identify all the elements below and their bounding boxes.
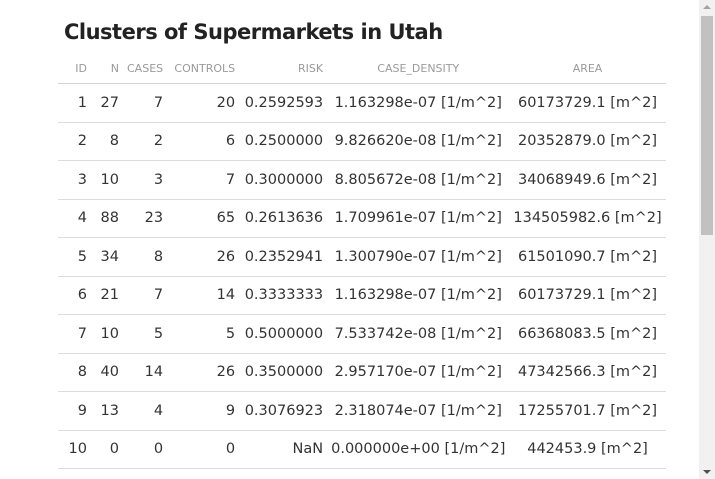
cell-area: 66368083.5 [m^2] bbox=[509, 314, 666, 354]
cell-controls: 9 bbox=[167, 391, 240, 431]
cell-risk: 0.3333333 bbox=[239, 276, 328, 315]
cell-controls: 0 bbox=[167, 430, 240, 469]
cell-case-density: 1.709961e-07 [1/m^2] bbox=[327, 199, 510, 238]
cell-n: 10 bbox=[91, 314, 123, 354]
triangle-down-icon bbox=[703, 470, 711, 474]
cell-n: 8 bbox=[91, 122, 123, 161]
cell-cases: 7 bbox=[123, 276, 168, 315]
cell-id: 9 bbox=[58, 391, 91, 431]
cell-controls: 7 bbox=[167, 160, 240, 200]
cell-id: 7 bbox=[58, 314, 91, 354]
cell-risk: 0.5000000 bbox=[239, 314, 328, 354]
cell-area: 34068949.6 [m^2] bbox=[509, 160, 666, 200]
cell-n: 10 bbox=[91, 160, 123, 200]
cell-risk: 0.2592593 bbox=[239, 83, 328, 123]
cell-area: 61501090.7 [m^2] bbox=[509, 237, 666, 277]
header-case-density: CASE_DENSITY bbox=[327, 54, 510, 84]
header-row: ID N CASES CONTROLS RISK CASE_DENSITY AR… bbox=[58, 54, 666, 84]
header-risk: RISK bbox=[239, 54, 328, 84]
cell-controls: 5 bbox=[167, 314, 240, 354]
header-id: ID bbox=[58, 54, 91, 84]
cell-n: 13 bbox=[91, 391, 123, 431]
cell-case-density: 1.300790e-07 [1/m^2] bbox=[327, 237, 510, 277]
cell-id: 5 bbox=[58, 237, 91, 277]
cell-id: 3 bbox=[58, 160, 91, 200]
cell-n: 27 bbox=[91, 83, 123, 123]
cell-cases: 7 bbox=[123, 83, 168, 123]
cell-cases: 3 bbox=[123, 160, 168, 200]
header-n: N bbox=[91, 54, 123, 84]
cell-cases: 23 bbox=[123, 199, 168, 238]
cell-id: 2 bbox=[58, 122, 91, 161]
cell-n: 0 bbox=[91, 430, 123, 469]
cell-controls: 26 bbox=[167, 353, 240, 392]
cell-n: 21 bbox=[91, 276, 123, 315]
page-content: Clusters of Supermarkets in Utah ID N CA… bbox=[58, 20, 666, 469]
table-row: 1 27 7 20 0.2592593 1.163298e-07 [1/m^2] 60173… bbox=[58, 83, 666, 123]
cell-area: 134505982.6 [m^2] bbox=[509, 199, 666, 238]
vertical-scrollbar[interactable] bbox=[699, 0, 715, 479]
cell-area: 442453.9 [m^2] bbox=[509, 430, 666, 469]
table-row: 5 34 8 26 0.2352941 1.300790e-07 [1/m^2] 61501… bbox=[58, 237, 666, 277]
clusters-table: ID N CASES CONTROLS RISK CASE_DENSITY AR… bbox=[58, 54, 666, 469]
cell-cases: 4 bbox=[123, 391, 168, 431]
cell-n: 34 bbox=[91, 237, 123, 277]
cell-area: 17255701.7 [m^2] bbox=[509, 391, 666, 431]
table-row: 10 0 0 0 NaN 0.000000e+00 [1/m^2] 442453.9 [m^… bbox=[58, 430, 666, 469]
table-row: 6 21 7 14 0.3333333 1.163298e-07 [1/m^2] 60173… bbox=[58, 276, 666, 315]
table-body: 1 27 7 20 0.2592593 1.163298e-07 [1/m^2] 60173… bbox=[58, 83, 666, 469]
cell-cases: 2 bbox=[123, 122, 168, 161]
cell-cases: 0 bbox=[123, 430, 168, 469]
cell-risk: 0.2500000 bbox=[239, 122, 328, 161]
cell-cases: 8 bbox=[123, 237, 168, 277]
cell-case-density: 2.318074e-07 [1/m^2] bbox=[327, 391, 510, 431]
table-row: 7 10 5 5 0.5000000 7.533742e-08 [1/m^2] 663680… bbox=[58, 314, 666, 354]
cell-id: 10 bbox=[58, 430, 91, 469]
cell-case-density: 2.957170e-07 [1/m^2] bbox=[327, 353, 510, 392]
cell-id: 8 bbox=[58, 353, 91, 392]
table-row: 3 10 3 7 0.3000000 8.805672e-08 [1/m^2] 340689… bbox=[58, 160, 666, 200]
scrollbar-thumb[interactable] bbox=[701, 16, 713, 235]
cell-id: 6 bbox=[58, 276, 91, 315]
table-row: 4 88 23 65 0.2613636 1.709961e-07 [1/m^2] 1345… bbox=[58, 199, 666, 238]
cell-id: 4 bbox=[58, 199, 91, 238]
cell-risk: 0.3500000 bbox=[239, 353, 328, 392]
cell-n: 88 bbox=[91, 199, 123, 238]
cell-id: 1 bbox=[58, 83, 91, 123]
cell-controls: 20 bbox=[167, 83, 240, 123]
cell-controls: 6 bbox=[167, 122, 240, 161]
cell-cases: 14 bbox=[123, 353, 168, 392]
header-area: AREA bbox=[509, 54, 666, 84]
header-controls: CONTROLS bbox=[167, 54, 240, 84]
cell-controls: 65 bbox=[167, 199, 240, 238]
scroll-up-button[interactable] bbox=[699, 0, 715, 14]
cell-case-density: 7.533742e-08 [1/m^2] bbox=[327, 314, 510, 354]
cell-controls: 14 bbox=[167, 276, 240, 315]
table-header: ID N CASES CONTROLS RISK CASE_DENSITY AR… bbox=[58, 54, 666, 84]
cell-controls: 26 bbox=[167, 237, 240, 277]
cell-risk: 0.3076923 bbox=[239, 391, 328, 431]
cell-area: 47342566.3 [m^2] bbox=[509, 353, 666, 392]
cell-case-density: 8.805672e-08 [1/m^2] bbox=[327, 160, 510, 200]
cell-area: 60173729.1 [m^2] bbox=[509, 83, 666, 123]
cell-case-density: 1.163298e-07 [1/m^2] bbox=[327, 276, 510, 315]
scroll-down-button[interactable] bbox=[699, 465, 715, 479]
cell-cases: 5 bbox=[123, 314, 168, 354]
triangle-up-icon bbox=[703, 5, 711, 9]
cell-case-density: 1.163298e-07 [1/m^2] bbox=[327, 83, 510, 123]
cell-risk: 0.2352941 bbox=[239, 237, 328, 277]
cell-risk: NaN bbox=[239, 430, 328, 469]
table-row: 2 8 2 6 0.2500000 9.826620e-08 [1/m^2] 2035287… bbox=[58, 122, 666, 161]
cell-n: 40 bbox=[91, 353, 123, 392]
cell-area: 20352879.0 [m^2] bbox=[509, 122, 666, 161]
table-row: 9 13 4 9 0.3076923 2.318074e-07 [1/m^2] 172557… bbox=[58, 391, 666, 431]
cell-area: 60173729.1 [m^2] bbox=[509, 276, 666, 315]
page-title: Clusters of Supermarkets in Utah bbox=[64, 20, 443, 44]
cell-risk: 0.3000000 bbox=[239, 160, 328, 200]
cell-case-density: 0.000000e+00 [1/m^2] bbox=[327, 430, 510, 469]
table-row: 8 40 14 26 0.3500000 2.957170e-07 [1/m^2] 4734… bbox=[58, 353, 666, 392]
header-cases: CASES bbox=[123, 54, 168, 84]
cell-case-density: 9.826620e-08 [1/m^2] bbox=[327, 122, 510, 161]
cell-risk: 0.2613636 bbox=[239, 199, 328, 238]
